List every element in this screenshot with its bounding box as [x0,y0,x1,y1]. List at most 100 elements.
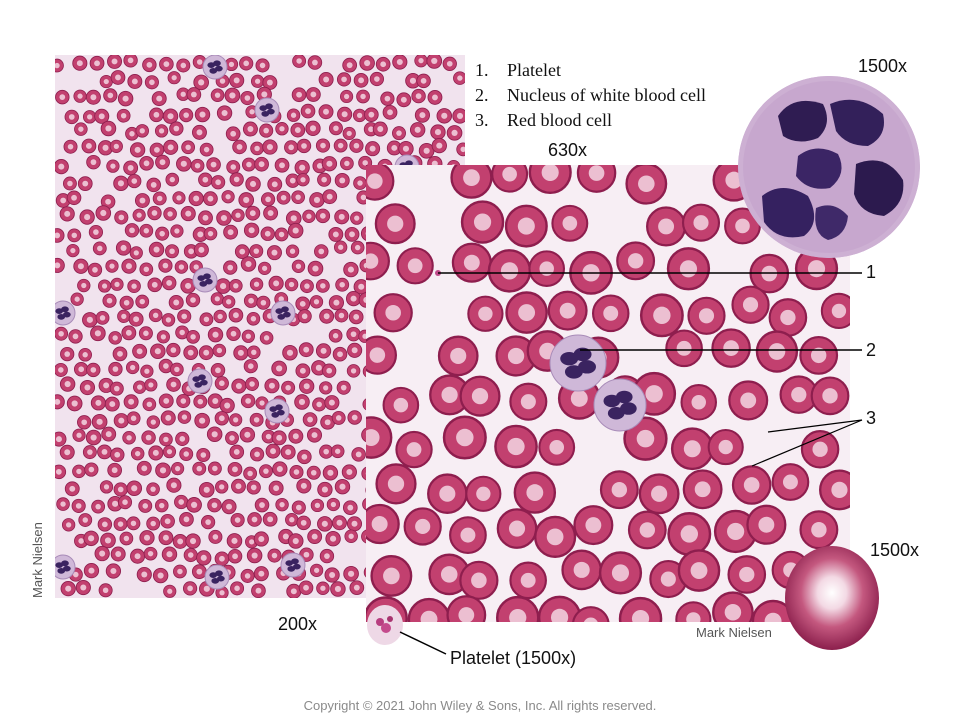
red-blood-cell [203,191,218,207]
red-blood-cell [108,331,122,345]
red-blood-cell [123,55,138,68]
legend-number: 3. [475,110,489,130]
red-blood-cell [711,328,751,368]
red-blood-cell [100,532,116,549]
red-blood-cell [300,103,316,119]
magnification-label-200x: 200x [278,614,318,634]
red-blood-cell [165,172,180,187]
red-blood-cell [280,444,296,460]
red-blood-cell [350,211,364,225]
red-blood-cell [221,190,235,204]
legend-item-platelet: 1. Platelet [475,58,706,83]
red-blood-cell [266,245,282,261]
red-blood-cell [328,121,343,136]
red-blood-cell [130,446,145,461]
red-blood-cell [91,499,106,514]
red-blood-cell [84,462,99,477]
white-blood-cell [55,554,76,580]
red-blood-cell [284,140,299,155]
red-blood-cell [206,157,221,172]
red-blood-cell [123,394,139,410]
red-blood-cell [649,560,688,599]
red-blood-cell [66,243,80,258]
red-blood-cell [94,108,110,124]
legend-item-wbc-nucleus: 2. Nucleus of white blood cell [475,83,706,108]
red-blood-cell [151,91,167,107]
red-blood-cell [328,328,343,343]
red-blood-cell [799,510,839,550]
red-blood-cell [291,87,307,103]
magnification-label-630x: 630x [548,140,588,160]
red-blood-cell [687,296,726,335]
white-blood-cell [280,552,306,578]
red-blood-cell [319,381,333,395]
red-blood-cell [297,449,312,465]
red-blood-cell [77,415,92,430]
red-blood-cell [192,226,208,243]
red-blood-cell [107,55,123,69]
red-blood-cell [342,57,358,73]
red-blood-cell [724,207,761,245]
red-blood-cell [618,596,663,622]
red-blood-cell [295,296,311,312]
red-blood-cell [306,427,323,443]
white-blood-cell [202,55,228,80]
red-blood-cell [359,55,375,71]
red-blood-cell [225,126,241,142]
red-blood-cell [727,555,767,594]
red-blood-cell [316,581,330,595]
red-blood-cell [349,580,365,596]
white-blood-cell [55,300,76,326]
red-blood-cell [504,204,548,248]
red-blood-cell [291,190,305,205]
magnification-label-wbc-inset: 1500x [858,56,908,76]
red-blood-cell [446,595,487,622]
red-blood-cell [240,568,255,583]
red-blood-cell [112,346,128,362]
red-blood-cell [599,470,639,510]
red-blood-cell [340,156,354,171]
red-blood-cell [285,173,300,188]
red-blood-cell [307,529,323,545]
red-blood-cell [307,55,323,70]
blood-smear-630x-image [366,165,850,622]
red-blood-cell [155,226,170,241]
red-blood-cell [351,447,366,462]
red-blood-cell [310,498,325,513]
red-blood-cell [451,242,492,283]
red-blood-cell [72,428,86,442]
red-blood-cell [179,447,194,461]
red-blood-cell [142,57,157,73]
red-blood-cell [452,108,465,124]
red-blood-cell [314,244,329,259]
red-blood-cell [334,240,348,254]
red-blood-cell [340,89,354,104]
red-blood-cell [353,176,367,190]
red-blood-cell [771,463,810,501]
red-blood-cell [675,601,712,622]
white-blood-cell [187,368,213,394]
red-blood-cell [167,71,181,85]
red-blood-cell [249,412,264,427]
red-blood-cell [72,55,88,71]
red-blood-cell [70,292,84,306]
red-blood-cell [161,313,176,327]
red-blood-cell [243,293,259,308]
red-blood-cell [59,206,75,222]
red-blood-cell [92,241,107,256]
red-blood-cell [97,444,112,460]
red-blood-cell [166,477,182,493]
red-blood-cell [129,142,146,158]
red-blood-cell [312,397,327,412]
red-blood-cell [285,512,299,527]
red-blood-cell [231,378,247,394]
red-blood-cell [63,139,78,154]
red-blood-cell [322,465,339,481]
red-blood-cell [332,346,348,362]
red-blood-cell [265,443,281,459]
red-blood-cell [572,606,610,622]
red-blood-cell [272,461,288,477]
red-blood-cell [126,411,141,426]
red-blood-cell [86,154,101,170]
red-blood-cell [373,293,413,333]
